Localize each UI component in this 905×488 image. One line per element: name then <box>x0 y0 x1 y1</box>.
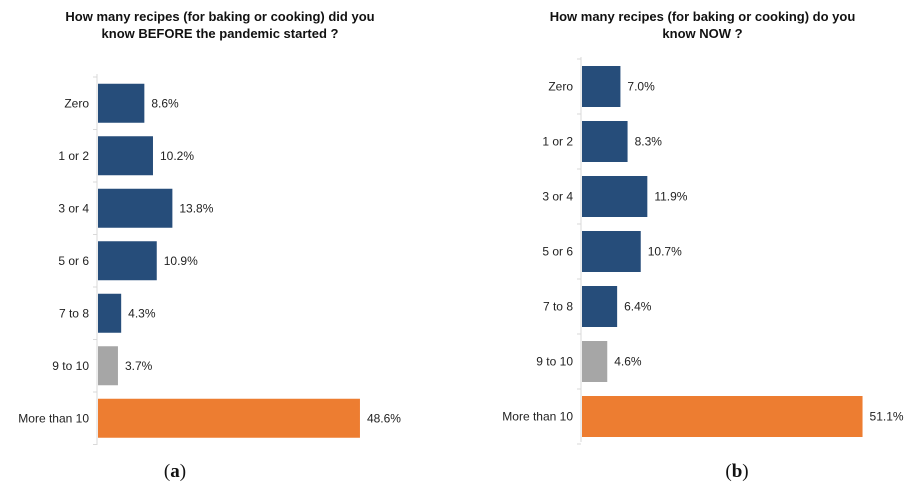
chart-b-category-label: Zero <box>548 80 573 94</box>
chart-a-value-label: 8.6% <box>151 96 179 110</box>
chart-b-category-label: 3 or 4 <box>542 190 573 204</box>
chart-a-bar <box>98 188 173 228</box>
chart-a-category-label: 7 to 8 <box>59 306 89 320</box>
chart-b-value-label: 11.9% <box>654 190 687 204</box>
chart-b-bar <box>582 176 648 217</box>
chart-b-bar <box>582 286 618 327</box>
chart-a-value-label: 10.2% <box>160 149 194 163</box>
chart-a-panel-label: (a) <box>163 461 187 482</box>
chart-a-category-label: 5 or 6 <box>58 254 89 268</box>
chart-a-bar <box>98 293 122 333</box>
chart-b-value-label: 4.6% <box>614 355 642 369</box>
chart-b-value-label: 10.7% <box>648 245 682 259</box>
chart-b-category-label: More than 10 <box>502 410 573 424</box>
chart-b-value-label: 6.4% <box>624 300 652 314</box>
chart-b-title: How many recipes (for baking or cooking)… <box>549 9 856 41</box>
chart-b-category-label: 7 to 8 <box>543 300 573 314</box>
chart-b: Zero 7.0% 1 or 2 8.3% 3 or 4 11.9% 5 or 6 10.7%… <box>502 57 904 445</box>
chart-a-value-label: 48.6% <box>367 411 401 425</box>
chart-b-bar <box>582 231 641 272</box>
chart-a-bar <box>98 346 118 386</box>
chart-b-bar <box>582 121 628 162</box>
chart-b-category-label: 1 or 2 <box>542 135 573 149</box>
chart-a-category-label: More than 10 <box>18 411 89 425</box>
chart-a-value-label: 4.3% <box>128 306 156 320</box>
chart-b-bar <box>582 341 608 382</box>
chart-a-value-label: 13.8% <box>179 201 213 215</box>
chart-a-category-label: 3 or 4 <box>58 201 89 215</box>
chart-a: Zero 8.6% 1 or 2 10.2% 3 or 4 13.8% 5 or 6 10.9… <box>18 74 401 445</box>
chart-a-title: How many recipes (for baking or cooking)… <box>65 9 375 41</box>
chart-a-bar <box>98 241 157 281</box>
chart-a-category-label: Zero <box>64 96 89 110</box>
chart-a-category-label: 9 to 10 <box>52 359 89 373</box>
chart-b-value-label: 8.3% <box>635 135 663 149</box>
chart-a-bar <box>98 398 360 438</box>
chart-b-panel-label: (b) <box>725 461 749 482</box>
chart-b-value-label: 7.0% <box>627 80 655 94</box>
chart-b-category-label: 9 to 10 <box>536 355 573 369</box>
chart-b-category-label: 5 or 6 <box>542 245 573 259</box>
chart-a-bar <box>98 136 153 176</box>
chart-b-bar <box>582 66 621 107</box>
chart-a-value-label: 10.9% <box>164 254 198 268</box>
chart-b-value-label: 51.1% <box>870 410 904 424</box>
chart-a-value-label: 3.7% <box>125 359 153 373</box>
chart-a-bar <box>98 83 145 123</box>
chart-b-bar <box>582 396 863 437</box>
chart-a-category-label: 1 or 2 <box>58 149 89 163</box>
